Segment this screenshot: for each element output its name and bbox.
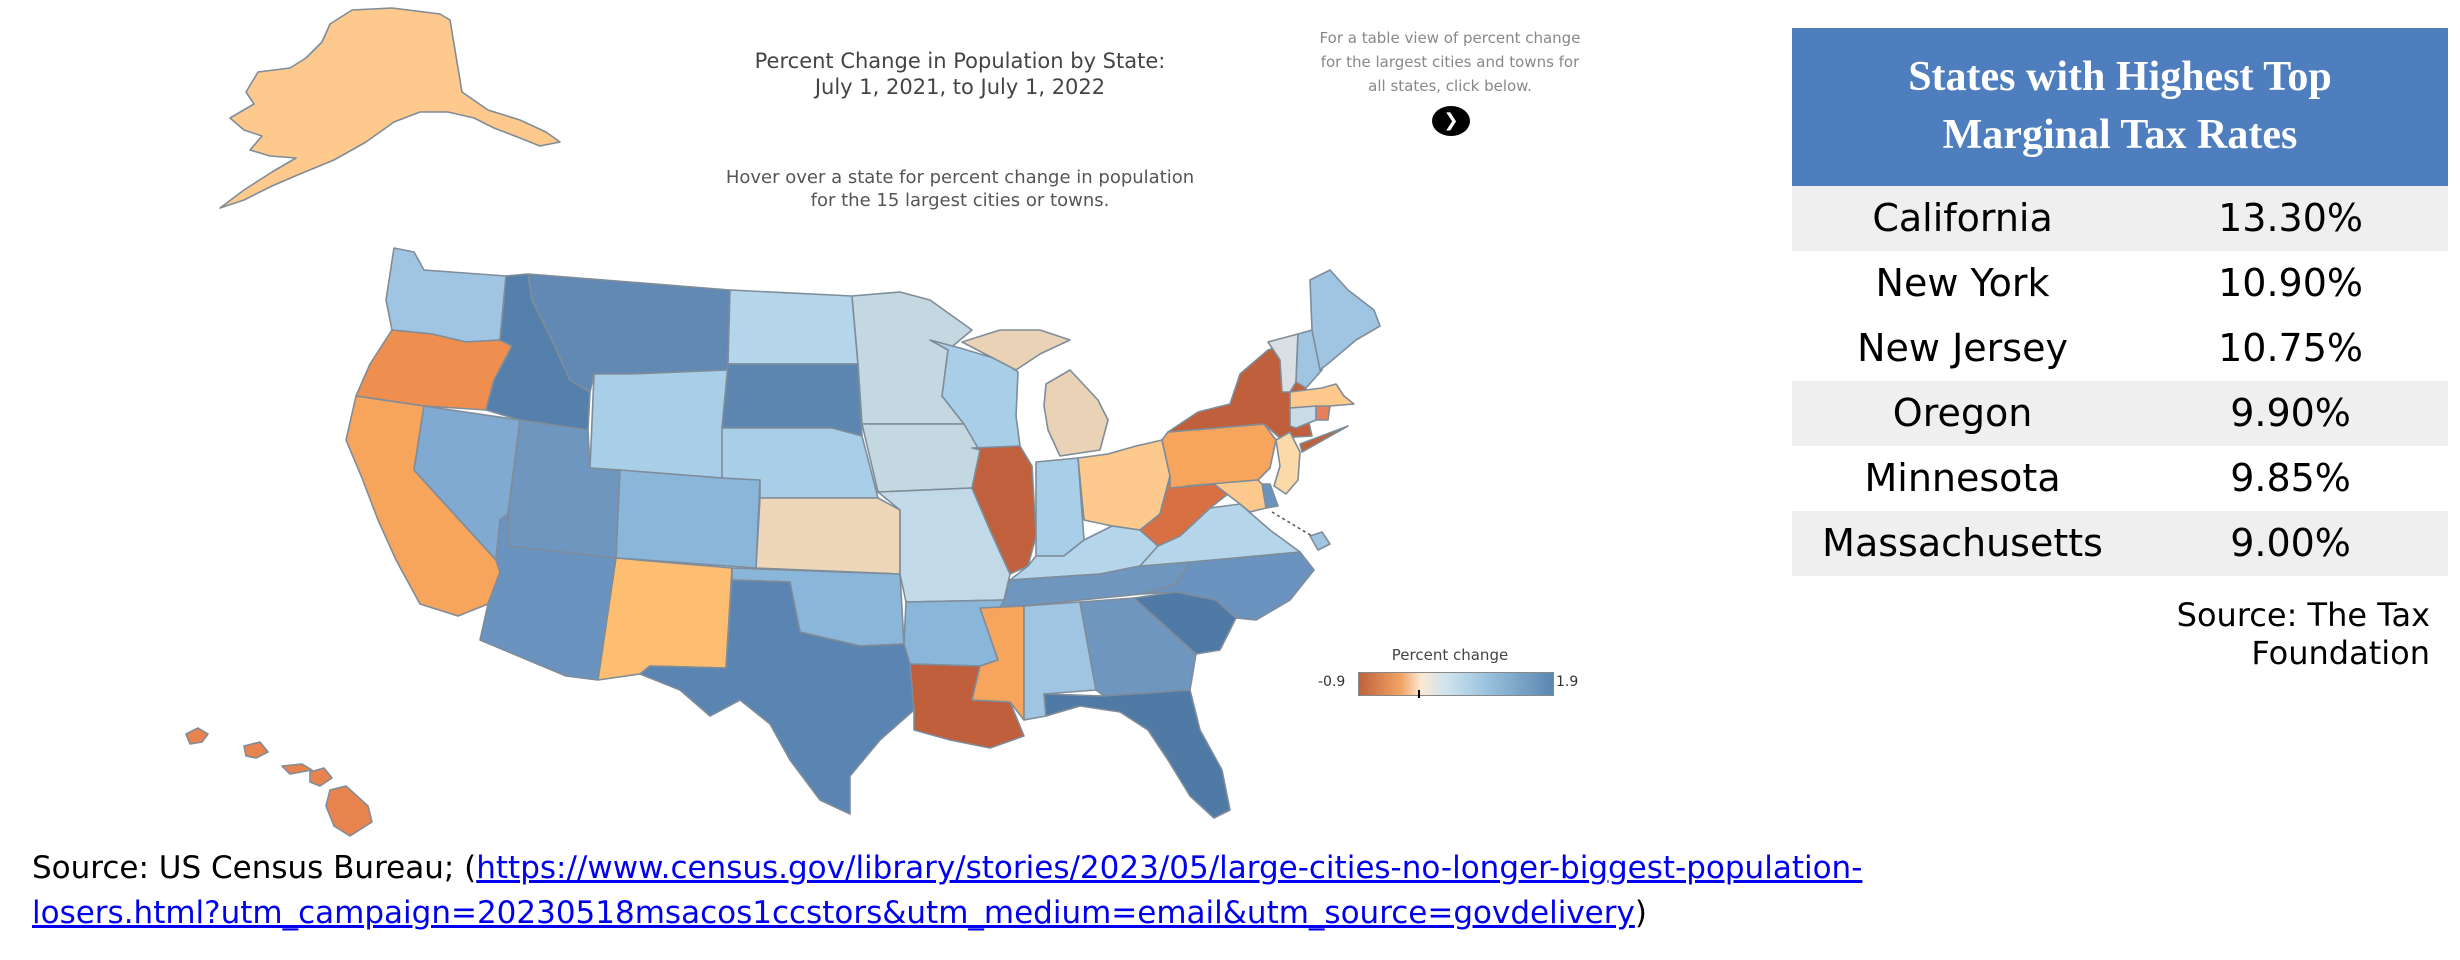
state-michigan-lower[interactable] bbox=[1043, 369, 1109, 457]
tax-rate: 9.85% bbox=[2230, 456, 2351, 500]
tax-rate: 9.00% bbox=[2133, 511, 2448, 576]
legend-min-label: -0.9 bbox=[1318, 674, 1346, 690]
state-north-dakota[interactable] bbox=[727, 289, 859, 365]
state-hawaii-kauai[interactable] bbox=[185, 727, 209, 745]
state-north-carolina[interactable] bbox=[1141, 551, 1315, 621]
state-texas[interactable] bbox=[639, 579, 915, 815]
state-maryland[interactable] bbox=[1185, 479, 1267, 513]
state-name: Massachusetts bbox=[1792, 511, 2134, 576]
state-michigan-upper[interactable] bbox=[961, 329, 1071, 371]
us-population-change-map bbox=[185, 7, 1381, 837]
census-source-link-part1[interactable]: https://www.census.gov/library/stories/2… bbox=[476, 850, 1863, 886]
legend-max-label: 1.9 bbox=[1556, 674, 1579, 690]
table-view-note-line1: For a table view of percent change bbox=[1319, 29, 1581, 47]
census-source: Source: US Census Bureau; (https://www.c… bbox=[32, 846, 1872, 936]
hover-instructions-line1: Hover over a state for percent change in… bbox=[725, 167, 1195, 188]
table-view-note: For a table view of percent change for t… bbox=[1280, 26, 1620, 98]
table-row: Oregon 9.90% bbox=[1792, 381, 2448, 446]
state-indiana[interactable] bbox=[1035, 457, 1085, 557]
census-source-suffix: ) bbox=[1634, 895, 1647, 931]
state-florida[interactable] bbox=[1043, 689, 1231, 819]
census-source-link-part2[interactable]: losers.html?utm_campaign=20230518msacos1… bbox=[32, 895, 1635, 931]
state-iowa[interactable] bbox=[861, 423, 981, 493]
state-new-jersey[interactable] bbox=[1273, 431, 1301, 495]
tax-rate: 10.90% bbox=[2218, 261, 2363, 305]
table-row: New Jersey 10.75% bbox=[1792, 316, 2448, 381]
state-name: Minnesota bbox=[1864, 456, 2061, 500]
legend-zero-tick bbox=[1418, 690, 1420, 698]
state-hawaii-oahu[interactable] bbox=[243, 741, 269, 759]
state-hawaii-molokai[interactable] bbox=[281, 763, 313, 775]
state-name: New Jersey bbox=[1857, 326, 2068, 370]
tax-source: Source: The Tax Foundation bbox=[2176, 596, 2430, 672]
tax-rates-table: States with Highest Top Marginal Tax Rat… bbox=[1792, 28, 2448, 576]
state-name: Oregon bbox=[1792, 381, 2134, 446]
table-view-button[interactable]: ❯ bbox=[1432, 106, 1470, 136]
table-row: New York 10.90% bbox=[1792, 251, 2448, 316]
chevron-right-icon: ❯ bbox=[1443, 110, 1459, 131]
state-rhode-island[interactable] bbox=[1315, 405, 1331, 421]
table-view-note-line3: all states, click below. bbox=[1368, 77, 1532, 95]
table-row: Massachusetts 9.00% bbox=[1792, 511, 2448, 576]
tax-rate: 10.75% bbox=[2218, 326, 2363, 370]
hover-instructions: Hover over a state for percent change in… bbox=[600, 166, 1320, 212]
legend-title: Percent change bbox=[1391, 646, 1509, 664]
state-dc[interactable] bbox=[1309, 531, 1331, 551]
state-kansas[interactable] bbox=[755, 497, 901, 575]
state-hawaii-maui[interactable] bbox=[309, 767, 333, 787]
state-wyoming[interactable] bbox=[589, 369, 729, 479]
map-title-line2: July 1, 2021, to July 1, 2022 bbox=[814, 75, 1106, 99]
dc-callout-line bbox=[1271, 511, 1313, 537]
state-hawaii-big-island[interactable] bbox=[325, 785, 373, 837]
state-washington[interactable] bbox=[385, 247, 507, 343]
state-name: California bbox=[1792, 186, 2134, 251]
map-title-line1: Percent Change in Population by State: bbox=[754, 49, 1166, 73]
tax-table-title: States with Highest Top Marginal Tax Rat… bbox=[1792, 28, 2448, 186]
state-pennsylvania[interactable] bbox=[1161, 423, 1277, 489]
state-colorado[interactable] bbox=[615, 469, 761, 569]
state-name: New York bbox=[1875, 261, 2050, 305]
census-source-prefix: Source: US Census Bureau; ( bbox=[32, 850, 477, 886]
state-maine[interactable] bbox=[1309, 269, 1381, 371]
state-south-dakota[interactable] bbox=[721, 363, 863, 437]
table-row: California 13.30% bbox=[1792, 186, 2448, 251]
tax-rate: 13.30% bbox=[2133, 186, 2448, 251]
map-title: Percent Change in Population by State: J… bbox=[580, 48, 1340, 100]
state-alaska[interactable] bbox=[219, 7, 561, 209]
tax-table-title-line2: Marginal Tax Rates bbox=[1942, 112, 2298, 158]
tax-rate: 9.90% bbox=[2133, 381, 2448, 446]
state-illinois[interactable] bbox=[971, 445, 1037, 575]
state-connecticut[interactable] bbox=[1289, 405, 1317, 429]
legend-color-scale bbox=[1358, 672, 1554, 696]
hover-instructions-line2: for the 15 largest cities or towns. bbox=[810, 190, 1110, 211]
tax-table-title-line1: States with Highest Top bbox=[1908, 54, 2332, 100]
table-row: Minnesota 9.85% bbox=[1792, 446, 2448, 511]
state-new-mexico[interactable] bbox=[597, 557, 733, 681]
table-view-note-line2: for the largest cities and towns for bbox=[1320, 53, 1580, 71]
